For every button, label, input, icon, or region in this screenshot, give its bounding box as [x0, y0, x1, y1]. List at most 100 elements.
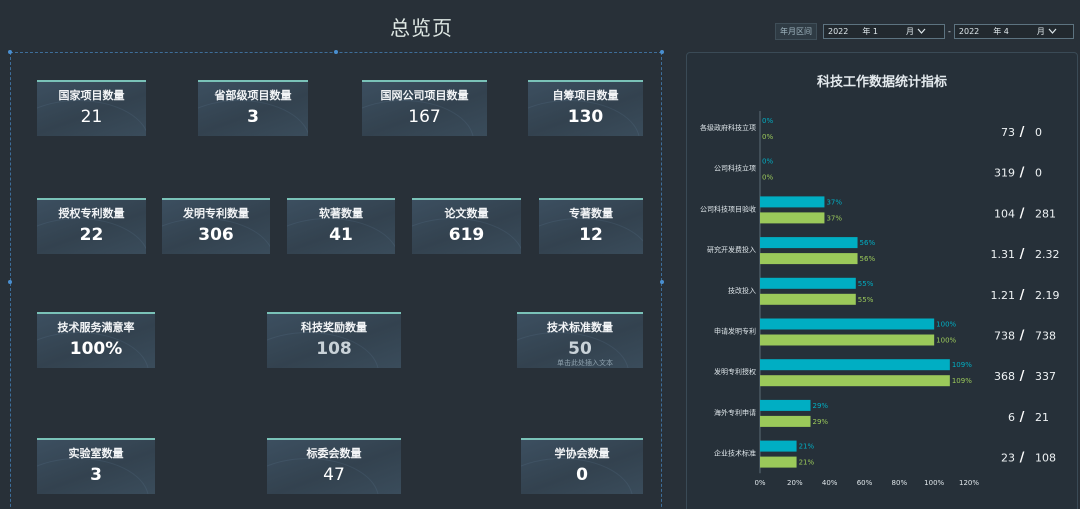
stat-label: 技术服务满意率 — [57, 321, 135, 334]
data-label: 100% — [936, 337, 956, 345]
category-label: 申请发明专利 — [714, 327, 756, 336]
resize-handle[interactable] — [660, 50, 664, 54]
date-range-filter: 年月区间 2022 年 1 月 - 2022 年 4 月 — [775, 23, 1074, 40]
chevron-down-icon — [917, 27, 926, 36]
stat-granted-patents: 授权专利数量 22 — [37, 198, 146, 254]
placeholder-text[interactable]: 单击此处插入文本 — [557, 359, 613, 367]
stat-labs: 实验室数量 3 — [37, 438, 155, 494]
bar — [760, 212, 825, 224]
stat-service-satisfaction: 技术服务满意率 100% — [37, 312, 155, 368]
page-title: 总览页 — [390, 16, 453, 40]
end-month-value: 4 — [1003, 27, 1009, 36]
bar — [760, 334, 935, 346]
x-tick-label: 40% — [822, 479, 838, 487]
stats-panel — [8, 50, 664, 509]
stat-value: 108 — [316, 339, 352, 359]
ratio-value-a: 738 — [994, 330, 1015, 343]
end-month-unit: 月 — [1036, 27, 1045, 36]
stat-label: 学协会数量 — [554, 447, 610, 460]
stat-label: 实验室数量 — [68, 447, 124, 460]
category-label: 各级政府科技立项 — [700, 123, 756, 132]
category-label: 公司科技项目验收 — [700, 204, 756, 213]
ratio-separator: / — [1020, 247, 1025, 262]
bar — [760, 375, 950, 387]
x-tick-label: 80% — [892, 479, 908, 487]
stat-label: 发明专利数量 — [183, 207, 249, 220]
ratio-value-a: 319 — [994, 167, 1015, 180]
ratio-separator: / — [1020, 125, 1025, 140]
ratio-separator: / — [1020, 451, 1025, 466]
stat-value: 306 — [198, 225, 234, 245]
stat-label: 省部级项目数量 — [214, 89, 292, 102]
data-label: 21% — [799, 443, 815, 451]
bar — [760, 237, 858, 249]
ratio-value-a: 368 — [994, 370, 1015, 383]
stat-tech-awards: 科技奖励数量 108 — [267, 312, 401, 368]
stat-label: 论文数量 — [444, 207, 489, 220]
x-tick-label: 60% — [857, 479, 873, 487]
resize-handle[interactable] — [660, 280, 664, 284]
bar — [760, 399, 811, 411]
stat-label: 软著数量 — [319, 207, 363, 220]
chart-title: 科技工作数据统计指标 — [816, 75, 947, 90]
category-label: 研究开发费投入 — [707, 245, 756, 254]
bar — [760, 293, 856, 305]
ratio-separator: / — [1020, 329, 1025, 344]
date-range-label: 年月区间 — [775, 23, 817, 40]
data-label: 0% — [762, 174, 773, 182]
stat-value: 50 — [568, 339, 592, 359]
stat-national-projects: 国家项目数量 21 — [37, 80, 146, 136]
ratio-value-b: 108 — [1035, 452, 1056, 465]
bar — [760, 318, 935, 330]
stat-label: 授权专利数量 — [58, 207, 125, 220]
ratio-separator: / — [1020, 166, 1025, 181]
stat-tech-standards: 技术标准数量 单击此处插入文本 50 — [517, 312, 643, 368]
start-month-select[interactable]: 2022 年 1 月 — [823, 24, 945, 39]
ratio-value-b: 2.32 — [1035, 248, 1060, 261]
stat-standards-committees: 标委会数量 47 — [267, 438, 401, 494]
data-label: 56% — [860, 255, 876, 263]
stat-label: 技术标准数量 — [547, 321, 613, 334]
stat-label: 科技奖励数量 — [301, 321, 367, 334]
ratio-value-b: 738 — [1035, 330, 1056, 343]
end-year-value: 2022 — [958, 27, 980, 36]
data-label: 109% — [952, 361, 972, 369]
stat-value: 3 — [247, 107, 259, 127]
ratio-separator: / — [1020, 288, 1025, 303]
end-year-unit: 年 — [993, 27, 1002, 36]
stat-value: 47 — [323, 465, 345, 485]
x-tick-label: 0% — [754, 479, 765, 487]
resize-handle[interactable] — [334, 50, 338, 54]
data-label: 0% — [762, 117, 773, 125]
data-label: 21% — [799, 459, 815, 467]
stat-value: 0 — [576, 465, 588, 485]
ratio-value-a: 6 — [1008, 411, 1015, 424]
stat-label: 标委会数量 — [306, 447, 362, 460]
data-label: 56% — [860, 239, 876, 247]
chevron-down-icon — [1048, 27, 1057, 36]
resize-handle[interactable] — [8, 280, 12, 284]
stat-invention-patents: 发明专利数量 306 — [162, 198, 270, 254]
data-label: 0% — [762, 133, 773, 141]
stat-value: 41 — [329, 225, 353, 245]
data-label: 0% — [762, 158, 773, 166]
category-label: 海外专利申请 — [714, 408, 756, 417]
stat-value: 12 — [579, 225, 603, 245]
bar — [760, 415, 811, 427]
stat-monographs: 专著数量 12 — [539, 198, 643, 254]
bar — [760, 196, 825, 208]
category-label: 企业技术标准 — [714, 449, 756, 458]
stat-value: 100% — [69, 339, 123, 359]
data-label: 55% — [858, 296, 874, 304]
stat-societies: 学协会数量 0 — [521, 438, 643, 494]
ratio-value-a: 104 — [994, 207, 1015, 220]
ratio-separator: / — [1020, 206, 1025, 221]
data-label: 29% — [813, 418, 829, 426]
data-label: 55% — [858, 280, 874, 288]
stat-label: 自筹项目数量 — [552, 89, 619, 102]
ratio-value-a: 1.21 — [991, 289, 1016, 302]
category-label: 发明专利授权 — [714, 367, 756, 376]
ratio-value-b: 281 — [1035, 207, 1056, 220]
end-month-select[interactable]: 2022 年 4 月 — [953, 24, 1074, 39]
resize-handle[interactable] — [8, 50, 12, 54]
